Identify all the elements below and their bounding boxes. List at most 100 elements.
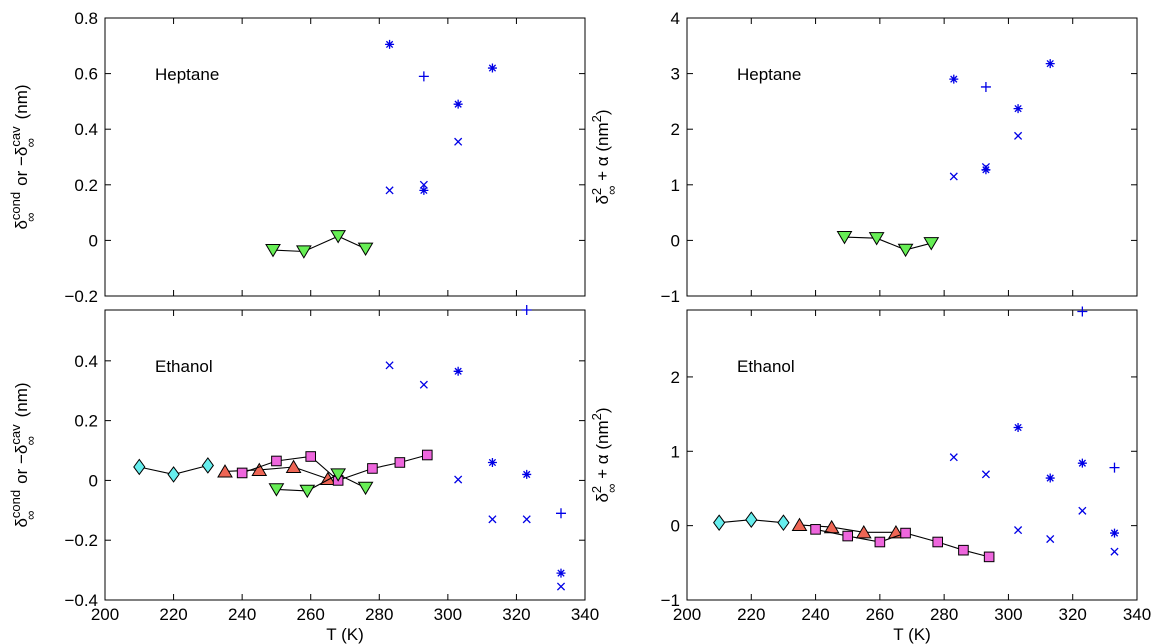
x-tick-label: 220: [159, 605, 187, 624]
data-point: [265, 244, 281, 258]
data-point: [421, 449, 433, 461]
plot-frame: [686, 17, 1138, 297]
plot-frame: [104, 309, 586, 601]
data-point: [330, 230, 347, 244]
data-point: [385, 39, 395, 49]
data-point: [418, 71, 429, 82]
series-plus: [1077, 306, 1120, 473]
series-triangle-down: [836, 230, 940, 258]
data-point: [1110, 528, 1119, 538]
data-point: [367, 463, 378, 474]
data-point: [900, 527, 911, 539]
data-point: [201, 457, 214, 474]
data-point: [1077, 306, 1088, 317]
series-diamond: [133, 457, 214, 483]
data-point: [777, 514, 790, 532]
series-star: [949, 59, 1055, 175]
data-point: [299, 484, 316, 499]
data-point: [167, 466, 180, 483]
data-point: [385, 361, 394, 370]
data-point: [487, 457, 497, 467]
data-point: [556, 582, 566, 591]
y-tick-label: 0.2: [74, 412, 98, 431]
series-triangle-down: [265, 230, 374, 259]
data-point: [357, 481, 374, 496]
data-point: [357, 242, 374, 257]
data-point: [949, 172, 958, 181]
y-tick-label: 1: [671, 442, 680, 461]
x-axis-label: T (K): [326, 625, 363, 644]
x-tick-label: 320: [502, 605, 530, 624]
x-tick-label: 200: [91, 605, 119, 624]
series-triangle-down: [268, 468, 374, 499]
data-point: [1014, 526, 1023, 535]
x-tick-label: 200: [673, 605, 701, 624]
data-point: [454, 475, 463, 484]
data-point: [868, 232, 885, 246]
data-point: [981, 165, 991, 175]
panel-top-left: −0.2 0 0.2 0.4 0.6 0.8 δcond∞ or −δcav∞ (nm) He…: [8, 9, 586, 306]
data-point: [268, 483, 285, 497]
x-axis-label: T (K): [893, 625, 930, 644]
series-square: [236, 449, 433, 486]
y-tick-label: 2: [671, 120, 680, 139]
series-line: [272, 235, 366, 253]
data-point: [419, 380, 428, 389]
series-plus: [418, 71, 429, 82]
data-point: [453, 366, 463, 376]
series-x: [385, 361, 566, 591]
data-point: [454, 137, 463, 146]
data-point: [1013, 422, 1023, 432]
data-point: [522, 469, 532, 479]
series-star: [385, 39, 497, 195]
series-star: [453, 366, 566, 578]
data-point: [981, 470, 990, 479]
x-tick-label: 280: [365, 605, 393, 624]
y-tick-label: −0.2: [64, 287, 98, 306]
data-point: [285, 459, 302, 474]
data-point: [923, 237, 940, 251]
data-point: [855, 525, 872, 539]
data-point: [1077, 458, 1087, 468]
data-point: [932, 536, 944, 548]
series-x: [385, 137, 463, 195]
y-tick-label: 0.2: [74, 176, 98, 195]
data-point: [251, 462, 268, 477]
x-tick-label: 240: [228, 605, 256, 624]
data-point: [521, 305, 532, 315]
panel-top-right: −1 0 1 2 3 4 δ2∞ + α (nm2) Heptane: [589, 9, 1138, 306]
data-point: [453, 99, 463, 109]
data-point: [556, 568, 566, 578]
y-tick-label: 1: [671, 176, 680, 195]
data-point: [745, 511, 758, 529]
panel-annotation: Heptane: [155, 65, 219, 84]
y-tick-label: 0: [89, 471, 98, 490]
data-point: [791, 517, 808, 531]
y-tick-label: −1: [661, 591, 680, 610]
data-point: [842, 530, 854, 542]
x-tick-label: 260: [866, 605, 894, 624]
plot-frame: [686, 309, 1138, 601]
data-point: [385, 186, 394, 195]
y-axis-label: δ2∞ + α (nm2): [589, 109, 619, 204]
y-tick-label: 3: [671, 65, 680, 84]
series-x: [949, 453, 1119, 556]
data-point: [958, 544, 969, 556]
y-tick-label: 4: [671, 9, 680, 28]
x-tick-label: 220: [737, 605, 765, 624]
panel-annotation: Ethanol: [737, 357, 795, 376]
data-point: [488, 515, 497, 524]
x-tick-label: 300: [434, 605, 462, 624]
data-point: [236, 467, 248, 479]
series-plus: [521, 305, 566, 519]
series-line: [276, 473, 366, 492]
x-tick-label: 260: [297, 605, 325, 624]
panel-annotation: Heptane: [737, 65, 801, 84]
data-point: [330, 468, 347, 482]
data-point: [983, 551, 995, 563]
data-point: [522, 515, 531, 524]
data-point: [487, 63, 497, 73]
data-point: [271, 455, 282, 467]
data-point: [713, 514, 726, 532]
data-point: [836, 230, 853, 245]
